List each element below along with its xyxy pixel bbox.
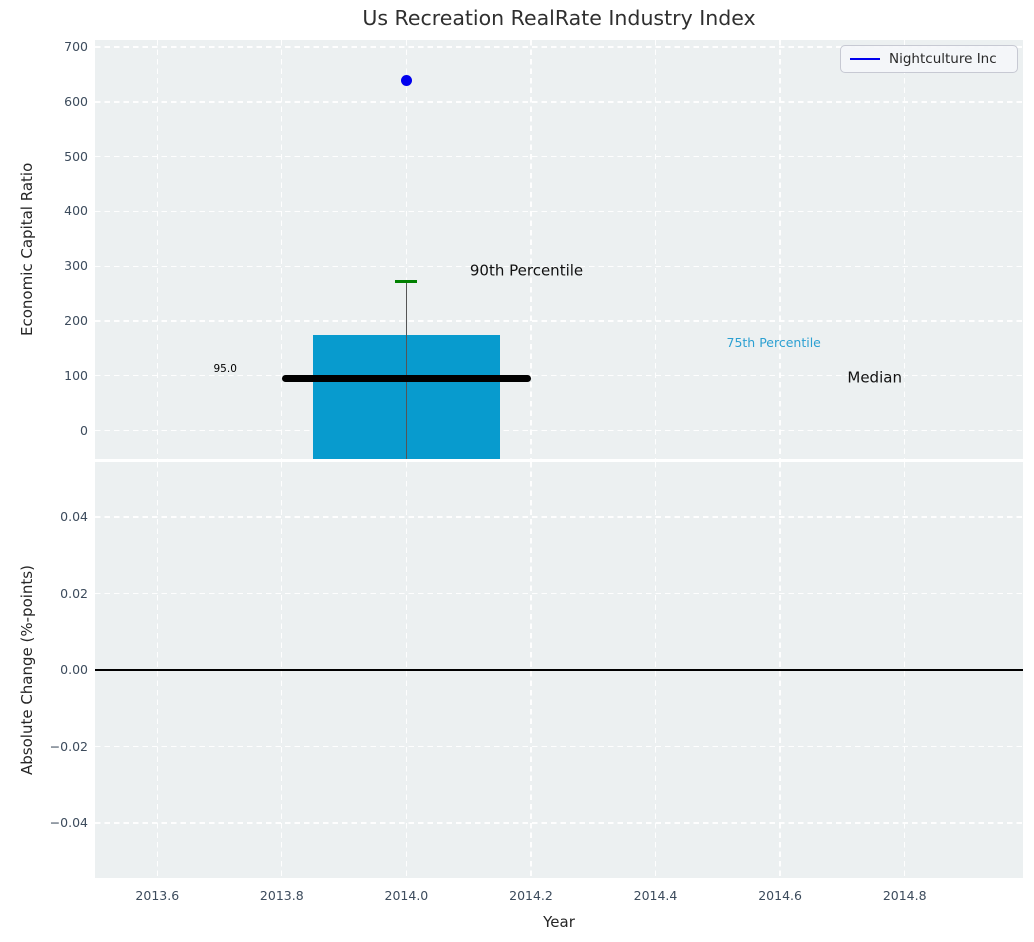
gridline-horizontal: [95, 265, 1023, 267]
annotation-75th-percentile: 75th Percentile: [726, 334, 821, 350]
y-tick-label: 500: [64, 148, 88, 164]
gridline-vertical: [654, 40, 657, 459]
gridline-horizontal: [95, 46, 1023, 48]
chart-title: Us Recreation RealRate Industry Index: [362, 6, 756, 30]
x-axis-label: Year: [543, 913, 575, 931]
gridline-vertical: [779, 40, 781, 459]
y-tick-label: 0.00: [60, 662, 88, 677]
legend-line-swatch: [850, 57, 880, 61]
gridline-vertical: [281, 40, 283, 459]
gridline-horizontal: [95, 516, 1023, 518]
gridline-vertical: [156, 40, 158, 459]
x-tick-label: 2014.0: [384, 888, 429, 903]
gridline-horizontal: [95, 745, 1023, 748]
x-tick-label: 2014.2: [509, 888, 553, 903]
gridline-horizontal: [95, 320, 1023, 322]
y-tick-label: −0.02: [49, 738, 88, 754]
p90-whisker-cap: [394, 280, 417, 283]
top-axes-plot-area: [95, 40, 1023, 459]
x-tick-label: 2014.8: [882, 888, 927, 903]
legend: Nightculture Inc: [840, 45, 1018, 73]
gridline-horizontal: [95, 101, 1023, 103]
gridline-vertical: [530, 40, 532, 459]
y-tick-label: 600: [64, 93, 88, 109]
y-tick-label: 400: [64, 203, 88, 219]
annotation-90th-percentile: 90th Percentile: [469, 261, 584, 280]
gridline-horizontal: [95, 429, 1023, 432]
y-tick-label: 0: [80, 422, 88, 438]
annotation-95-0: 95.0: [213, 362, 237, 375]
company-data-point: [400, 74, 412, 86]
y-tick-label: −0.04: [49, 814, 88, 830]
gridline-horizontal: [95, 592, 1023, 595]
y-axis-label-bottom: Absolute Change (%-points): [18, 565, 36, 775]
y-tick-label: 300: [64, 258, 88, 274]
y-axis-label-top: Economic Capital Ratio: [18, 162, 36, 337]
y-tick-label: 200: [64, 313, 88, 328]
gridline-vertical: [405, 40, 408, 459]
x-tick-label: 2013.6: [135, 888, 180, 903]
x-tick-label: 2013.8: [259, 888, 304, 903]
zero-change-line: [95, 669, 1023, 671]
whisker-line: [405, 281, 408, 459]
y-tick-label: 700: [64, 39, 88, 55]
y-tick-label: 0.02: [60, 585, 88, 601]
x-tick-label: 2014.4: [633, 888, 678, 903]
gridline-horizontal: [95, 156, 1023, 158]
gridline-horizontal: [95, 375, 1023, 377]
annotation-median: Median: [847, 368, 902, 387]
x-tick-label: 2014.6: [758, 888, 802, 903]
legend-label: Nightculture Inc: [889, 51, 997, 67]
median-line: [281, 375, 531, 382]
gridline-vertical: [904, 40, 906, 459]
gridline-horizontal: [95, 210, 1023, 213]
gridline-horizontal: [95, 822, 1023, 824]
y-tick-label: 0.04: [60, 509, 88, 525]
y-tick-label: 100: [64, 367, 88, 383]
